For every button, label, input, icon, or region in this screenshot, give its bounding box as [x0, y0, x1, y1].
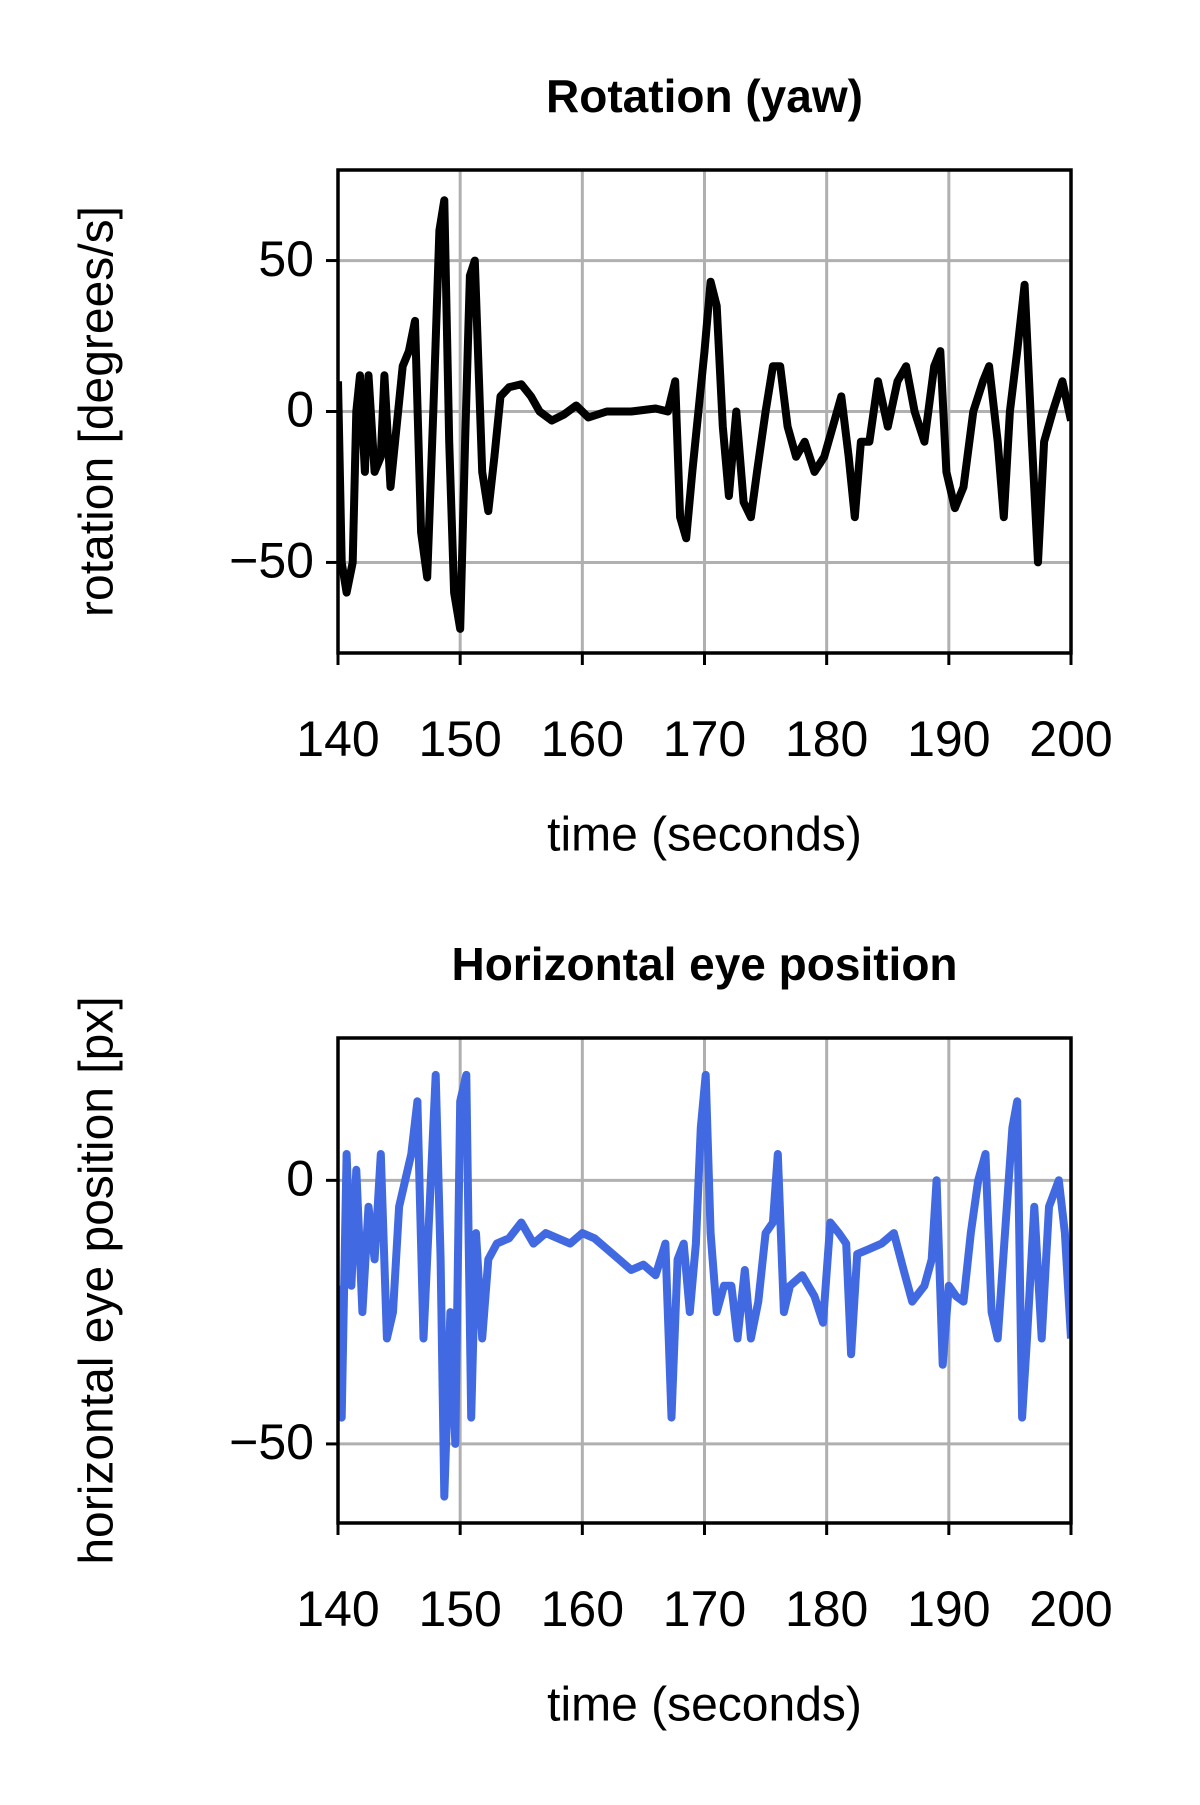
x-axis-label: time (seconds)	[547, 1679, 862, 1732]
chart-title: Rotation (yaw)	[546, 70, 863, 122]
y-tick-label: 50	[258, 231, 314, 287]
x-tick-label: 190	[907, 1581, 990, 1637]
x-tick-label: 200	[1029, 1581, 1112, 1637]
x-axis-label: time (seconds)	[547, 809, 862, 862]
x-tick-label: 150	[418, 711, 501, 767]
x-tick-label: 160	[541, 711, 624, 767]
y-tick-label: −50	[229, 1414, 314, 1470]
y-axis-label: rotation [degrees/s]	[71, 206, 124, 617]
plot-frame	[336, 1036, 1073, 1525]
y-tick-label: 0	[286, 1151, 314, 1207]
data-line	[338, 1070, 1071, 1501]
data-line	[338, 196, 1071, 633]
x-tick-label: 180	[785, 1581, 868, 1637]
x-tick-label: 170	[663, 711, 746, 767]
plot-frame	[336, 168, 1073, 655]
x-tick-label: 180	[785, 711, 868, 767]
chart-title: Horizontal eye position	[451, 938, 957, 990]
x-tick-label: 200	[1029, 711, 1112, 767]
y-tick-label: −50	[229, 533, 314, 589]
y-tick-label: 0	[286, 382, 314, 438]
x-tick-label: 160	[541, 1581, 624, 1637]
x-tick-label: 170	[663, 1581, 746, 1637]
y-axis-label: horizontal eye position [px]	[71, 996, 124, 1564]
x-tick-label: 140	[296, 711, 379, 767]
x-tick-label: 190	[907, 711, 990, 767]
x-tick-label: 140	[296, 1581, 379, 1637]
x-tick-label: 150	[418, 1581, 501, 1637]
